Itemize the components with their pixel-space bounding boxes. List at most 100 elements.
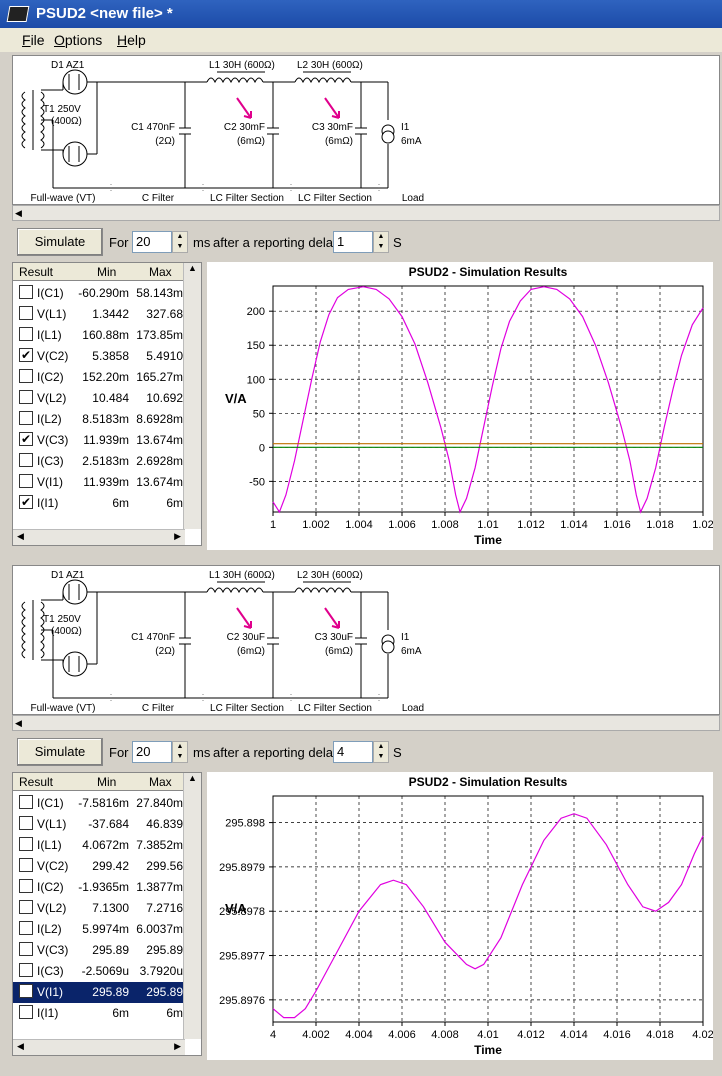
menu-file[interactable]: File [22,32,45,48]
result-checkbox[interactable] [19,921,33,935]
result-min: 160.88m [82,328,129,342]
result-checkbox[interactable]: ✔ [19,348,33,362]
column-header-max[interactable]: Max [149,265,172,279]
scroll-up-icon[interactable]: ▲ [188,773,197,783]
result-checkbox[interactable]: ✔ [19,432,33,446]
result-row[interactable]: V(C2) 299.42 299.56 [13,856,185,877]
results-list[interactable]: Result Min Max I(C1) -60.290m 58.143m V(L1) 1.3… [12,262,202,546]
series-line-0 [272,286,704,514]
delay-spinner[interactable]: ▲ ▼ [373,231,389,253]
simulate-button[interactable]: Simulate [17,228,103,256]
result-checkbox[interactable] [19,858,33,872]
result-row[interactable]: I(C2) -1.9365m 1.3877m [13,877,185,898]
inductor-l1 [206,587,264,594]
result-row[interactable]: I(L1) 4.0672m 7.3852m [13,835,185,856]
spin-down-icon: ▼ [176,753,184,760]
result-row[interactable]: I(C2) 152.20m 165.27m [13,367,185,388]
delay-spinner[interactable]: ▲ ▼ [373,741,389,763]
simulate-button[interactable]: Simulate [17,738,103,766]
results-hscroll[interactable]: ◀ ▶ [13,1039,185,1055]
result-row[interactable]: ✔ V(I1) 295.89 295.89 [13,982,185,1003]
result-row[interactable]: V(L2) 7.1300 7.2716 [13,898,185,919]
delay-input[interactable]: 4 [333,741,373,763]
result-checkbox[interactable] [19,411,33,425]
x-tick-label: 1.002 [302,519,330,531]
scroll-left-icon[interactable]: ◀ [15,208,22,218]
result-checkbox[interactable] [19,306,33,320]
result-row[interactable]: ✔ I(I1) 6m 6m [13,493,185,514]
result-max: 46.839 [146,817,183,831]
ms-label: ms [193,235,211,250]
result-row[interactable]: V(L2) 10.484 10.692 [13,388,185,409]
result-checkbox[interactable] [19,285,33,299]
scroll-left-icon[interactable]: ◀ [17,1041,24,1051]
result-checkbox[interactable] [19,1005,33,1019]
duration-spinner[interactable]: ▲ ▼ [172,231,188,253]
result-row[interactable]: V(L1) -37.684 46.839 [13,814,185,835]
schematic-canvas[interactable]: D1 AZ1 T1 250V (400Ω) L1 30H (600Ω) L2 30H (… [12,565,720,715]
result-checkbox[interactable]: ✔ [19,984,33,998]
result-checkbox[interactable] [19,795,33,809]
results-vscroll[interactable]: ▲ [183,263,201,529]
result-checkbox[interactable] [19,453,33,467]
result-row[interactable]: I(C1) -7.5816m 27.840m [13,793,185,814]
delay-input[interactable]: 1 [333,231,373,253]
scroll-right-icon[interactable]: ▶ [174,531,181,541]
x-tick-label: 1.012 [517,519,545,531]
result-checkbox[interactable] [19,474,33,488]
scroll-right-icon[interactable]: ▶ [174,1041,181,1051]
result-checkbox[interactable] [19,963,33,977]
result-checkbox[interactable] [19,816,33,830]
label-c1: C1 470nF [131,632,175,643]
column-header-result[interactable]: Result [19,775,54,789]
result-name: I(I1) [37,1006,59,1020]
result-checkbox[interactable] [19,942,33,956]
result-row[interactable]: I(C3) -2.5069u 3.7920u [13,961,185,982]
duration-input[interactable]: 20 [132,231,172,253]
results-list[interactable]: Result Min Max I(C1) -7.5816m 27.840m V(L1) -37… [12,772,202,1056]
column-header-result[interactable]: Result [19,265,54,279]
column-header-min[interactable]: Min [97,775,117,789]
result-max: 8.6928m [136,412,183,426]
column-header-min[interactable]: Min [97,265,117,279]
result-row[interactable]: V(I1) 11.939m 13.674m [13,472,185,493]
result-row[interactable]: V(C3) 295.89 295.89 [13,940,185,961]
result-row[interactable]: I(C3) 2.5183m 2.6928m [13,451,185,472]
duration-input[interactable]: 20 [132,741,172,763]
scroll-left-icon[interactable]: ◀ [15,718,22,728]
results-hscroll[interactable]: ◀ ▶ [13,529,185,545]
result-checkbox[interactable] [19,879,33,893]
result-row[interactable]: I(I1) 6m 6m [13,1003,185,1024]
x-tick-label: 1.018 [646,519,674,531]
x-tick-label: 4.002 [302,1029,330,1041]
result-row[interactable]: ✔ V(C3) 11.939m 13.674m [13,430,185,451]
result-checkbox[interactable] [19,327,33,341]
result-row[interactable]: I(C1) -60.290m 58.143m [13,283,185,304]
column-header-max[interactable]: Max [149,775,172,789]
seconds-label: S [393,745,402,760]
result-row[interactable]: I(L2) 5.9974m 6.0037m [13,919,185,940]
result-row[interactable]: I(L2) 8.5183m 8.6928m [13,409,185,430]
result-checkbox[interactable] [19,900,33,914]
result-checkbox[interactable] [19,837,33,851]
y-tick-label: 295.8976 [219,995,265,1007]
result-name: I(C3) [37,964,64,978]
section-label: Full-wave (VT) [30,193,95,204]
duration-spinner[interactable]: ▲ ▼ [172,741,188,763]
schematic-canvas[interactable]: D1 AZ1 T1 250V (400Ω) L1 30H (600Ω) L2 30H (… [12,55,720,205]
result-row[interactable]: V(L1) 1.3442 327.68 [13,304,185,325]
results-vscroll[interactable]: ▲ [183,773,201,1039]
result-row[interactable]: I(L1) 160.88m 173.85m [13,325,185,346]
menu-help[interactable]: Help [117,32,146,48]
result-checkbox[interactable]: ✔ [19,495,33,509]
result-checkbox[interactable] [19,390,33,404]
result-checkbox[interactable] [19,369,33,383]
scroll-left-icon[interactable]: ◀ [17,531,24,541]
label-i1-value: 6mA [401,646,422,657]
schematic-scrollbar[interactable]: ◀ [12,715,720,731]
menu-options[interactable]: Options [54,32,103,48]
result-row[interactable]: ✔ V(C2) 5.3858 5.4910 [13,346,185,367]
schematic-scrollbar[interactable]: ◀ [12,205,720,221]
scroll-up-icon[interactable]: ▲ [188,263,197,273]
section-label: Full-wave (VT) [30,703,95,714]
